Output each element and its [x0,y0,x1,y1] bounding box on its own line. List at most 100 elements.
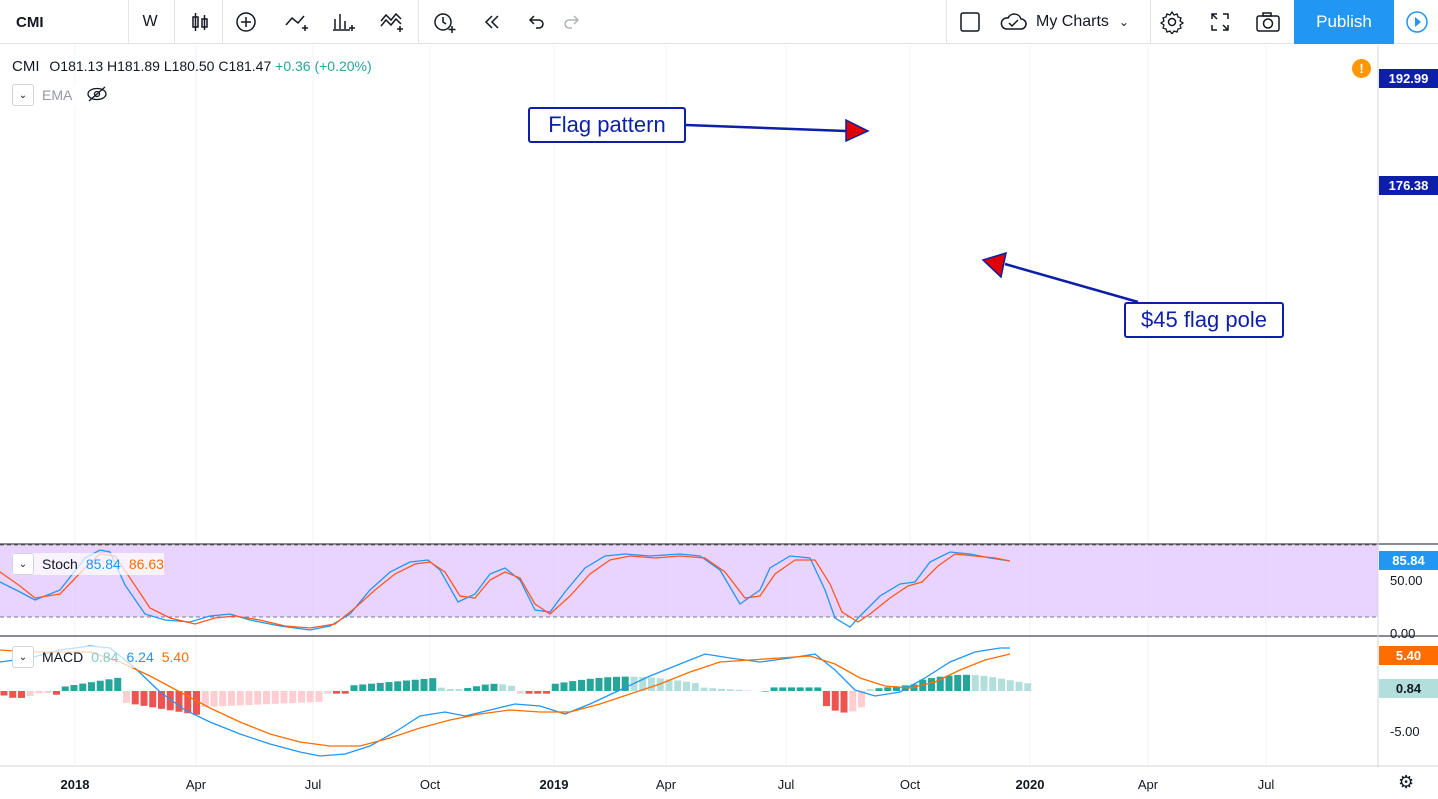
undo-icon[interactable] [518,0,554,44]
indicators-icon[interactable] [278,0,318,44]
compare-add-icon[interactable] [226,0,266,44]
macd-histogram-bar [604,677,612,691]
macd-histogram-bar [560,682,568,691]
toolbar-divider [222,0,223,44]
toolbar-divider [128,0,129,44]
macd-histogram-bar [691,683,699,691]
stoch-k-tag: 85.84 [1379,551,1438,570]
eye-hidden-icon[interactable] [86,86,108,105]
time-tick-label: Apr [1138,777,1159,792]
macd-histogram-bar [18,691,25,698]
macd-histogram-bar [105,679,113,691]
macd-histogram-bar [70,685,78,691]
macd-histogram-bar [245,691,253,705]
redo-icon[interactable] [554,0,590,44]
macd-histogram-bar [700,687,708,691]
my-charts-button[interactable]: My Charts ⌄ [998,0,1148,44]
settings-gear-icon[interactable]: ⚙ [1398,772,1415,792]
flag-pattern-arrow-line [685,123,847,133]
flag-pattern-arrowhead [845,118,870,143]
stoch-tick-label: 50.00 [1390,573,1423,588]
macd-histogram-bar [359,684,367,691]
chevron-down-icon[interactable]: ⌄ [12,553,34,575]
macd-histogram-bar [324,691,332,694]
chart-canvas[interactable]: 130.00140.00150.00160.00170.00180.00190.… [0,45,1438,799]
macd-histogram-bar [385,682,393,691]
symbol-search-button[interactable]: CMI [16,13,44,31]
macd-signal-value: 5.40 [161,649,189,665]
macd-histogram-bar [639,676,647,691]
bars-pattern-icon[interactable] [324,0,364,44]
fullscreen-icon[interactable] [1200,0,1240,44]
top-toolbar: CMI W My Charts ⌄ [0,0,1438,44]
macd-histogram-bar [464,688,472,691]
ema-legend[interactable]: ⌄ EMA [12,84,109,106]
macd-histogram-bar [910,684,918,691]
macd-hist-value: 0.84 [91,649,119,665]
macd-histogram-bar [263,691,270,705]
macd-legend[interactable]: ⌄ MACD 0.84 6.24 5.40 [12,646,189,668]
macd-histogram-bar [411,679,419,691]
macd-histogram-bar [1024,683,1032,691]
stoch-k-line [0,549,1011,631]
replay-pattern-icon[interactable] [372,0,412,44]
gear-icon[interactable] [1152,0,1192,44]
candle-style-icon[interactable] [180,0,220,44]
macd-histogram-bar [569,681,577,691]
macd-histogram-bar [674,680,682,691]
flag-pole-arrowhead [981,251,1007,279]
macd-histogram-bar [534,691,542,694]
macd-series [0,645,1032,757]
stoch-tick-label: 0.00 [1390,626,1415,641]
macd-histogram-bar [586,678,594,691]
stoch-band [0,544,1378,618]
macd-histogram-bar [875,688,883,691]
interval-button[interactable]: W [142,13,158,30]
warning-icon[interactable]: ! [1352,59,1371,78]
macd-histogram-bar [315,691,323,702]
macd-histogram-bar [971,675,979,691]
macd-histogram-bar [980,675,988,691]
macd-histogram-bar [744,690,752,691]
macd-histogram-bar [88,682,95,691]
macd-histogram-bar [718,688,725,691]
support-price-tag: 176.38 [1379,176,1438,195]
macd-histogram-bar [35,691,43,694]
rewind-icon[interactable] [472,0,512,44]
macd-histogram-bar [516,691,524,694]
macd-histogram-bar [1006,680,1014,691]
macd-histogram-bar [210,691,218,707]
publish-button[interactable]: Publish [1294,0,1394,44]
stoch-d-value: 86.63 [128,556,164,572]
macd-histogram-bar [219,691,227,707]
alert-clock-icon[interactable] [424,0,464,44]
annotation-arrows[interactable] [685,118,1139,304]
chevron-down-icon[interactable]: ⌄ [12,84,34,106]
macd-histogram-bar [621,676,629,691]
macd-histogram-bar [866,689,874,691]
macd-histogram-bar [455,689,463,691]
stoch-legend[interactable]: ⌄ Stoch 85.84 86.63 [12,553,164,575]
pane-separators [0,45,1438,767]
macd-histogram-bar [805,687,813,691]
macd-histogram-bar [928,678,935,691]
chevron-down-icon[interactable]: ⌄ [12,646,34,668]
flag-pole-label[interactable]: $45 flag pole [1124,302,1284,338]
macd-histogram-bar [823,691,830,707]
macd-histogram-bar [341,691,349,694]
macd-histogram-bar [26,691,34,696]
macd-histogram-bar [796,687,804,691]
camera-icon[interactable] [1248,0,1288,44]
macd-histogram-bar [499,684,507,691]
macd-histogram-bar [271,691,279,704]
grid-lines [74,45,1267,765]
time-tick-label: Apr [656,777,677,792]
macd-histogram-bar [193,691,200,715]
macd-histogram-bar [849,691,857,712]
flag-pattern-label[interactable]: Flag pattern [528,107,686,143]
macd-histogram-bar [158,691,165,709]
play-circle-icon[interactable] [1396,0,1438,44]
layout-square-icon[interactable] [950,0,990,44]
macd-signal-tag: 5.40 [1379,646,1438,665]
toolbar-divider [174,0,175,44]
